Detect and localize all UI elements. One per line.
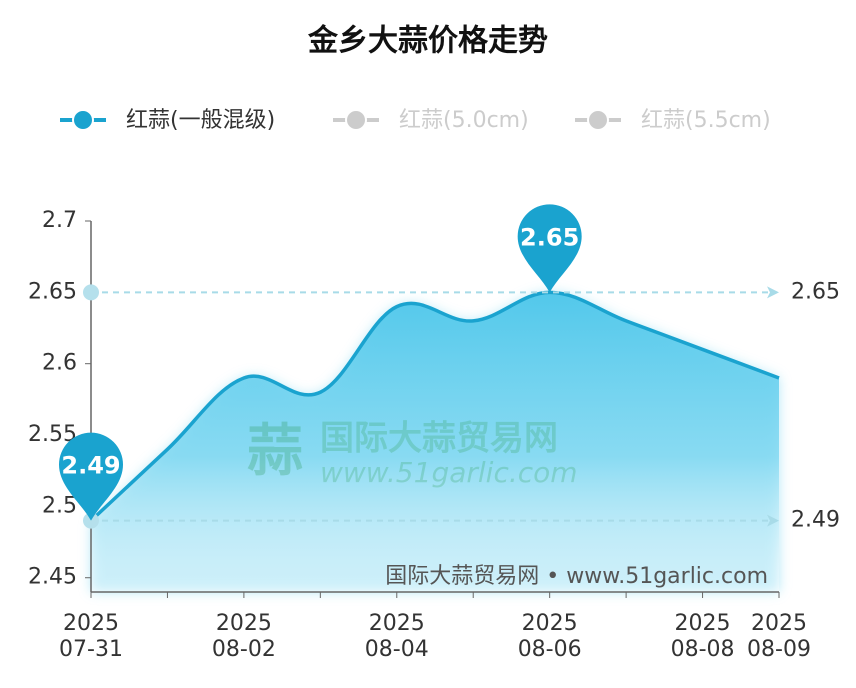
x-tick-line: 2025: [63, 611, 119, 636]
watermark-footer: 国际大蒜贸易网 • www.51garlic.com: [385, 564, 768, 589]
legend-label: 红蒜(5.0cm): [399, 108, 529, 133]
legend-label: 红蒜(一般混级): [126, 108, 275, 133]
mark-line-label: 2.49: [791, 508, 840, 533]
mark-line-start: [83, 284, 99, 301]
x-tick-label: 2025 08-04: [365, 611, 429, 662]
area: [91, 292, 779, 592]
x-tick-line: 08-04: [365, 637, 429, 662]
x-tick-label: 2025 08-09: [747, 611, 811, 662]
chart-title: 金乡大蒜价格走势: [307, 24, 548, 59]
x-tick-label: 2025 08-08: [671, 611, 735, 662]
y-tick-label: 2.65: [28, 279, 77, 304]
mark-pin-label: 2.49: [61, 452, 120, 480]
x-tick-line: 08-09: [747, 637, 811, 662]
watermark-name: 国际大蒜贸易网: [320, 419, 558, 459]
x-tick-line: 2025: [216, 611, 272, 636]
x-tick-label: 2025 07-31: [59, 611, 123, 662]
x-tick-line: 07-31: [59, 637, 123, 662]
legend-label: 红蒜(5.5cm): [641, 108, 771, 133]
x-tick-line: 2025: [751, 611, 807, 636]
x-tick-line: 2025: [369, 611, 425, 636]
y-tick-label: 2.45: [28, 565, 77, 590]
watermark-url: www.51garlic.com: [320, 456, 578, 489]
legend-dot: [587, 109, 609, 131]
mark-line-label: 2.65: [791, 279, 840, 304]
x-tick-line: 08-06: [518, 637, 582, 662]
mark-pin: [517, 204, 582, 293]
legend-dot: [72, 109, 94, 131]
line: [89, 290, 780, 522]
x-tick-label: 2025 08-06: [518, 611, 582, 662]
y-tick-label: 2.7: [42, 208, 77, 233]
x-tick-line: 08-08: [671, 637, 735, 662]
mark-pin: [59, 432, 123, 521]
watermark: 蒜国际大蒜贸易网www.51garlic.com: [247, 419, 578, 490]
x-tick-line: 2025: [675, 611, 731, 636]
y-tick-label: 2.6: [42, 351, 77, 376]
legend-dot: [345, 109, 367, 131]
y-tick-label: 2.5: [42, 493, 77, 518]
watermark-logo: 蒜: [247, 419, 303, 484]
mark-pin-label: 2.65: [520, 223, 579, 251]
x-tick-line: 08-02: [212, 637, 276, 662]
x-tick-line: 2025: [522, 611, 578, 636]
x-tick-label: 2025 08-02: [212, 611, 276, 662]
